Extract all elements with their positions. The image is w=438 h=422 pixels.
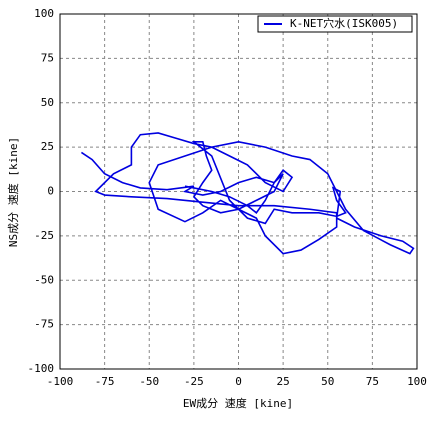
y-tick-label: -100 xyxy=(28,362,55,375)
y-tick-label: 50 xyxy=(41,96,54,109)
y-tick-label: 100 xyxy=(34,7,54,20)
x-axis-label: EW成分 速度 [kine] xyxy=(183,396,293,410)
y-tick-label: 25 xyxy=(41,140,54,153)
x-tick-label: -50 xyxy=(139,375,159,388)
legend-label: K-NET穴水(ISK005) xyxy=(290,16,398,30)
x-tick-label: 75 xyxy=(366,375,379,388)
x-tick-label: -75 xyxy=(95,375,115,388)
y-tick-label: 75 xyxy=(41,51,54,64)
y-tick-label: -75 xyxy=(34,318,54,331)
y-tick-label: -50 xyxy=(34,273,54,286)
x-tick-label: 0 xyxy=(235,375,242,388)
y-axis-label: NS成分 速度 [kine] xyxy=(6,137,20,247)
y-tick-label: 0 xyxy=(47,185,54,198)
x-tick-label: 100 xyxy=(407,375,427,388)
legend-box xyxy=(257,15,413,33)
plot-border xyxy=(59,13,418,370)
y-tick-label: -25 xyxy=(34,229,54,242)
orbit-line xyxy=(80,132,415,255)
x-tick-label: -100 xyxy=(47,375,74,388)
x-tick-label: 50 xyxy=(321,375,334,388)
x-tick-label: 25 xyxy=(277,375,290,388)
x-tick-label: -25 xyxy=(184,375,204,388)
